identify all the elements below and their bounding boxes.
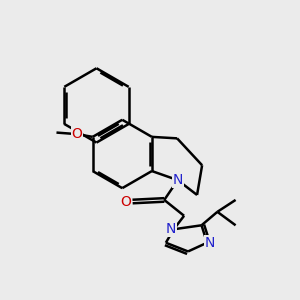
Text: N: N [205,236,215,250]
Text: N: N [172,173,183,187]
Text: O: O [121,194,131,208]
Text: O: O [72,127,83,141]
Text: N: N [166,222,176,236]
